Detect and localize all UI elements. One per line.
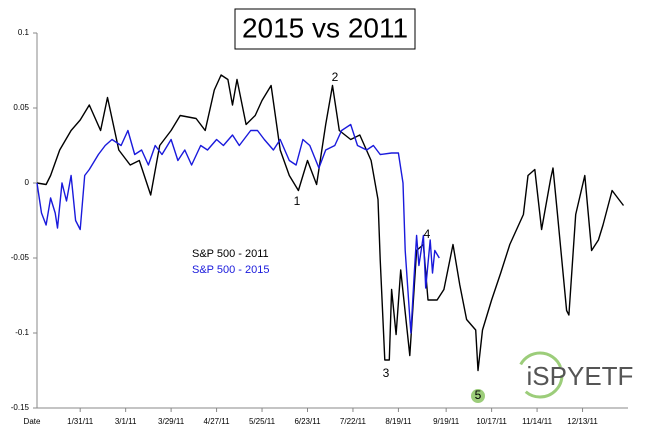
y-tick-label: 0 — [25, 178, 30, 187]
series-line — [36, 74, 625, 372]
y-tick-label: -0.05 — [11, 253, 30, 262]
annotation: 1 — [294, 194, 301, 208]
y-tick-label: 0.1 — [18, 28, 30, 37]
logo-ring — [516, 351, 564, 399]
annotation: 3 — [383, 366, 390, 380]
annotation: 2 — [332, 70, 339, 84]
x-tick-label: 10/17/11 — [476, 417, 507, 426]
x-tick-label: 9/19/11 — [433, 417, 460, 426]
y-tick-label: 0.05 — [13, 103, 29, 112]
series-line — [36, 123, 440, 334]
x-tick-label: 8/19/11 — [385, 417, 412, 426]
y-tick-label: -0.15 — [11, 403, 30, 412]
x-tick-label: 1/31/11 — [67, 417, 94, 426]
x-tick-label: 7/22/11 — [340, 417, 367, 426]
x-axis-label: Date — [24, 417, 41, 426]
logo-text: iSPYETF — [527, 361, 634, 391]
x-tick-label: 6/23/11 — [294, 417, 321, 426]
x-tick-label: 3/1/11 — [115, 417, 137, 426]
annotation: 5 — [475, 388, 482, 402]
x-tick-label: 3/29/11 — [158, 417, 185, 426]
chart-title: 2015 vs 2011 — [242, 12, 408, 43]
legend-entry: S&P 500 - 2011 — [192, 248, 269, 260]
x-tick-label: 5/25/11 — [249, 417, 276, 426]
x-tick-label: 4/27/11 — [204, 417, 231, 426]
x-tick-label: 12/13/11 — [567, 417, 598, 426]
logo: iSPYETF — [516, 351, 634, 399]
annotation-marker — [471, 389, 485, 403]
annotation: 4 — [424, 227, 431, 241]
legend-entry: S&P 500 - 2015 — [192, 264, 269, 276]
y-tick-label: -0.1 — [15, 328, 29, 337]
title-box — [234, 8, 416, 50]
x-tick-label: 11/14/11 — [522, 417, 553, 426]
